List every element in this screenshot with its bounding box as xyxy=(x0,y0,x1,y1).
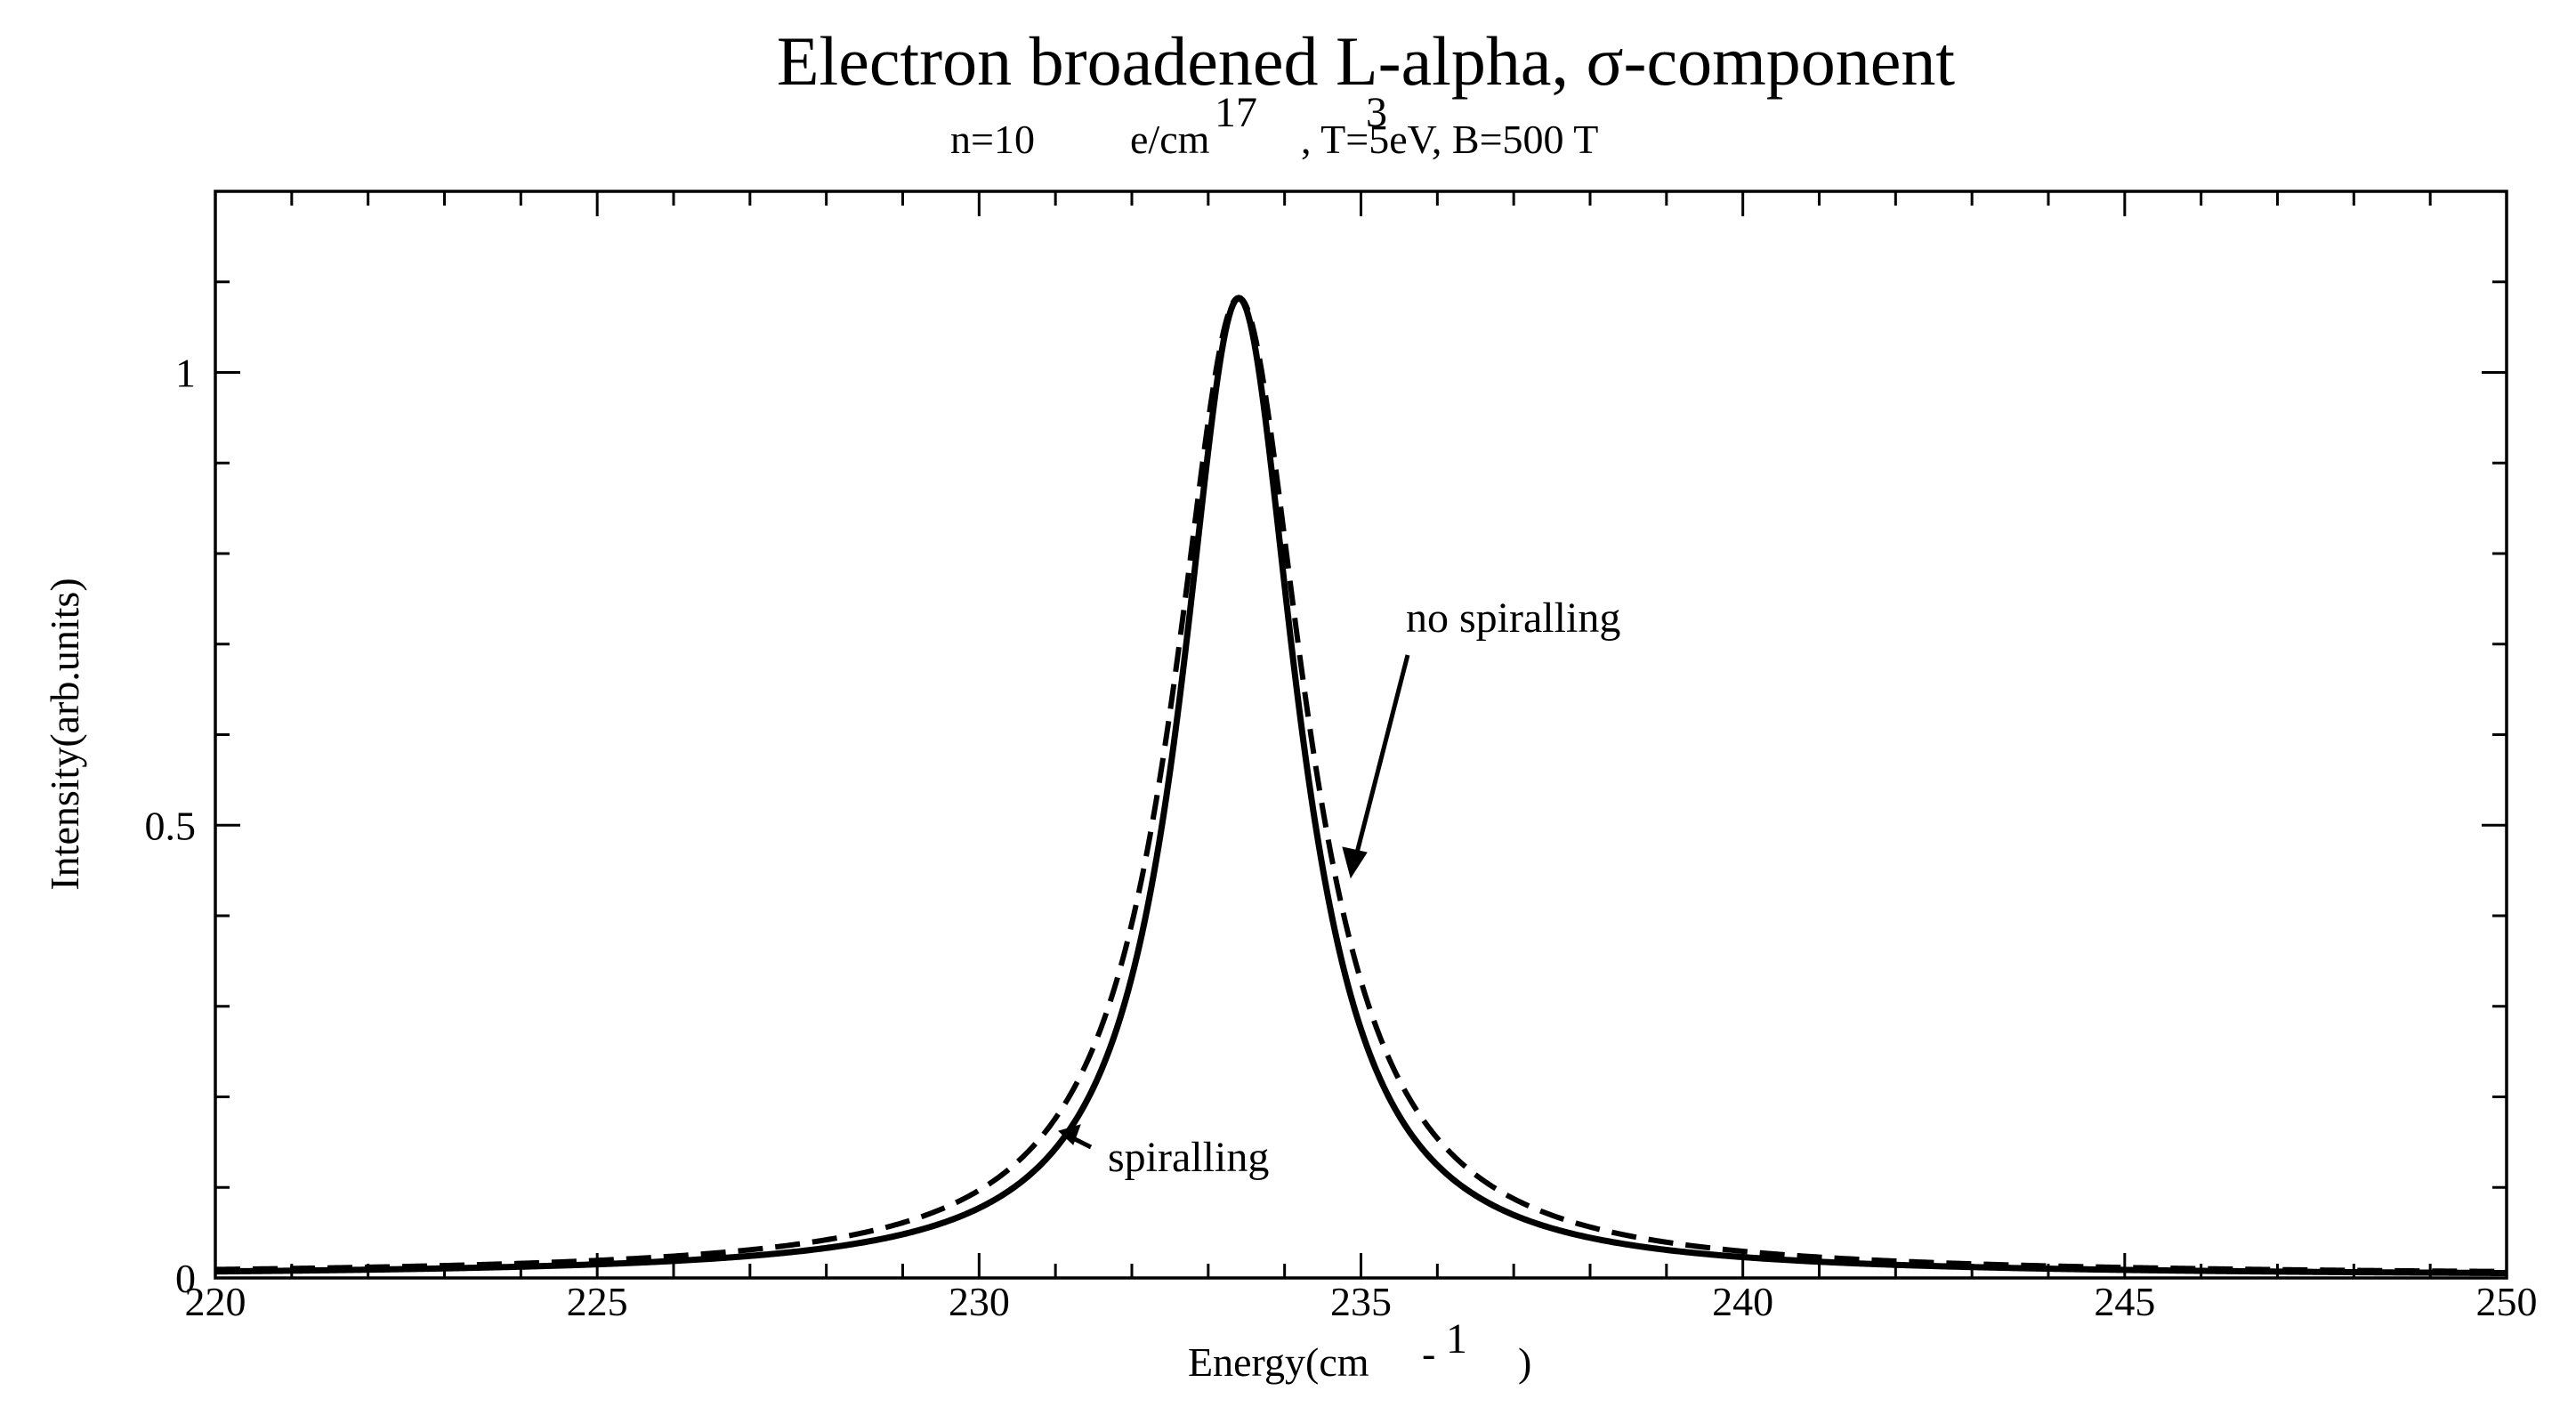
annotation-spiralling: spiralling xyxy=(1108,1134,1269,1181)
arrowhead-no-spiralling xyxy=(1342,846,1368,879)
x-tick-label: 245 xyxy=(2094,1279,2155,1324)
arrow-no-spiralling xyxy=(1353,654,1410,861)
arrowhead-spiralling xyxy=(1058,1124,1081,1145)
y-tick-labels: 00.51 xyxy=(145,351,197,1302)
y-tick-label: 0.5 xyxy=(145,803,197,848)
series-spiralling-line xyxy=(214,295,2508,1277)
subtitle-density-unit: e/cm xyxy=(1130,117,1210,162)
annotation-no-spiralling: no spiralling xyxy=(1406,594,1620,642)
x-axis-label-minus: - xyxy=(1422,1330,1435,1376)
x-tick-label: 230 xyxy=(949,1279,1010,1324)
x-tick-labels: 220 225 230 235 240 245 250 xyxy=(185,1279,2538,1324)
x-axis-label: Energy(cm xyxy=(1188,1339,1369,1385)
y-tick-label: 0 xyxy=(175,1256,196,1301)
axis-ticks xyxy=(214,190,2508,1280)
y-tick-label: 1 xyxy=(175,351,196,396)
series-no-spiralling-line xyxy=(214,295,2507,1274)
plot-frame xyxy=(214,190,2508,1280)
x-tick-label: 220 xyxy=(185,1279,246,1324)
series-curves xyxy=(214,295,2508,1277)
x-tick-label: 225 xyxy=(567,1279,628,1324)
x-tick-label: 240 xyxy=(1712,1279,1773,1324)
subtitle-density-exponent: 17 xyxy=(1215,89,1257,136)
subtitle-conditions: , T=5eV, B=500 T xyxy=(1301,117,1598,162)
chart-subtitle: n=10 e/cm 17 3 , T=5eV, B=500 T xyxy=(950,89,1598,162)
x-axis-label-exponent: 1 xyxy=(1446,1315,1467,1363)
x-axis-label-close: ) xyxy=(1518,1339,1531,1385)
subtitle-density-value: n=10 xyxy=(950,117,1035,162)
subtitle-volume-exponent: 3 xyxy=(1366,89,1387,136)
y-axis-label: Intensity(arb.units) xyxy=(42,578,87,890)
x-tick-label: 250 xyxy=(2476,1279,2538,1324)
x-tick-label: 235 xyxy=(1330,1279,1392,1324)
chart-title: Electron broadened L-alpha, σ-component xyxy=(777,22,1956,100)
